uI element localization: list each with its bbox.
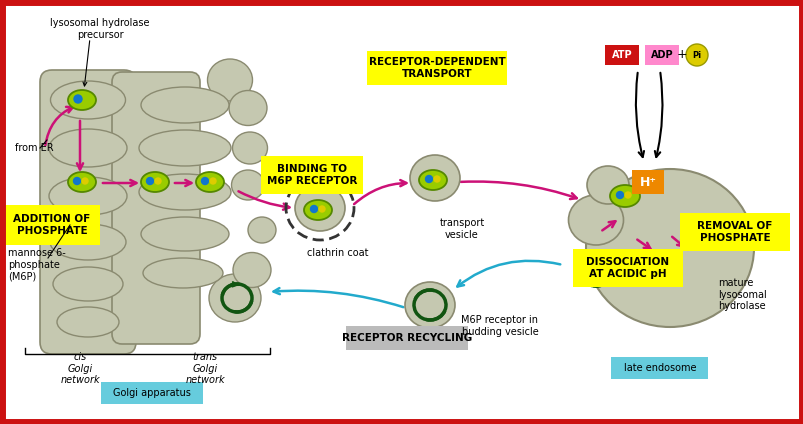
FancyBboxPatch shape — [101, 382, 202, 404]
Ellipse shape — [232, 132, 267, 164]
FancyBboxPatch shape — [3, 205, 100, 245]
Ellipse shape — [57, 307, 119, 337]
Text: Golgi apparatus: Golgi apparatus — [113, 388, 190, 398]
FancyBboxPatch shape — [345, 326, 467, 350]
Text: from ER: from ER — [15, 143, 54, 153]
Text: RECEPTOR RECYCLING: RECEPTOR RECYCLING — [341, 333, 471, 343]
Ellipse shape — [139, 174, 230, 210]
FancyBboxPatch shape — [261, 156, 362, 194]
Ellipse shape — [209, 274, 261, 322]
Ellipse shape — [68, 90, 96, 110]
Text: ATP: ATP — [611, 50, 631, 60]
Text: Pi: Pi — [691, 50, 701, 59]
Circle shape — [654, 263, 661, 271]
Circle shape — [319, 206, 324, 212]
FancyBboxPatch shape — [366, 51, 507, 85]
Ellipse shape — [568, 195, 622, 245]
Ellipse shape — [410, 155, 459, 201]
Ellipse shape — [50, 224, 126, 260]
Ellipse shape — [609, 185, 639, 207]
Ellipse shape — [229, 90, 267, 126]
Text: mannose 6-
phosphate
(M6P): mannose 6- phosphate (M6P) — [8, 248, 66, 281]
Ellipse shape — [207, 59, 252, 101]
Ellipse shape — [141, 87, 229, 123]
Ellipse shape — [196, 172, 224, 192]
Ellipse shape — [53, 267, 123, 301]
FancyBboxPatch shape — [604, 45, 638, 65]
Text: clathrin coat: clathrin coat — [307, 248, 369, 258]
Ellipse shape — [304, 200, 332, 220]
Circle shape — [202, 178, 208, 184]
Circle shape — [74, 95, 82, 103]
Text: +: + — [676, 48, 687, 61]
Text: transport
vesicle: transport vesicle — [438, 218, 484, 240]
Text: mature
lysosomal
hydrolase: mature lysosomal hydrolase — [717, 278, 766, 311]
FancyBboxPatch shape — [611, 357, 707, 379]
Ellipse shape — [645, 258, 673, 278]
Circle shape — [434, 176, 439, 182]
Ellipse shape — [68, 172, 96, 192]
Circle shape — [624, 192, 630, 198]
FancyBboxPatch shape — [112, 72, 200, 344]
Text: REMOVAL OF
PHOSPHATE: REMOVAL OF PHOSPHATE — [696, 221, 772, 243]
Circle shape — [616, 192, 622, 198]
Text: lysosomal hydrolase
precursor: lysosomal hydrolase precursor — [50, 18, 149, 39]
Ellipse shape — [405, 282, 454, 328]
Text: ADDITION OF
PHOSPHATE: ADDITION OF PHOSPHATE — [14, 214, 91, 236]
Circle shape — [210, 178, 216, 184]
FancyBboxPatch shape — [644, 45, 679, 65]
Circle shape — [683, 240, 692, 250]
Ellipse shape — [418, 170, 446, 190]
Text: H⁺: H⁺ — [638, 176, 656, 189]
Circle shape — [310, 206, 317, 212]
Text: late endosome: late endosome — [623, 363, 695, 373]
Text: trans
Golgi
network: trans Golgi network — [185, 352, 225, 385]
Ellipse shape — [295, 185, 344, 231]
Text: RECEPTOR-DEPENDENT
TRANSPORT: RECEPTOR-DEPENDENT TRANSPORT — [368, 57, 505, 79]
Ellipse shape — [585, 169, 753, 327]
Text: cis
Golgi
network: cis Golgi network — [60, 352, 100, 385]
Circle shape — [82, 178, 88, 184]
Circle shape — [425, 176, 432, 182]
Ellipse shape — [247, 217, 275, 243]
Circle shape — [73, 178, 80, 184]
Ellipse shape — [141, 217, 229, 251]
Ellipse shape — [49, 177, 127, 215]
Ellipse shape — [586, 166, 628, 204]
Ellipse shape — [139, 130, 230, 166]
Text: DISSOCIATION
AT ACIDIC pH: DISSOCIATION AT ACIDIC pH — [585, 257, 669, 279]
Circle shape — [685, 44, 707, 66]
Circle shape — [146, 178, 153, 184]
Text: ADP: ADP — [650, 50, 672, 60]
FancyBboxPatch shape — [40, 70, 136, 354]
Ellipse shape — [231, 170, 264, 200]
Ellipse shape — [141, 172, 169, 192]
Circle shape — [155, 178, 161, 184]
Text: BINDING TO
M6P RECEPTOR: BINDING TO M6P RECEPTOR — [267, 164, 357, 186]
Ellipse shape — [51, 81, 125, 119]
FancyBboxPatch shape — [573, 249, 683, 287]
FancyBboxPatch shape — [679, 213, 789, 251]
Text: M6P receptor in
budding vesicle: M6P receptor in budding vesicle — [461, 315, 538, 337]
Ellipse shape — [143, 258, 222, 288]
FancyBboxPatch shape — [631, 170, 663, 194]
Ellipse shape — [49, 129, 127, 167]
Ellipse shape — [233, 253, 271, 287]
